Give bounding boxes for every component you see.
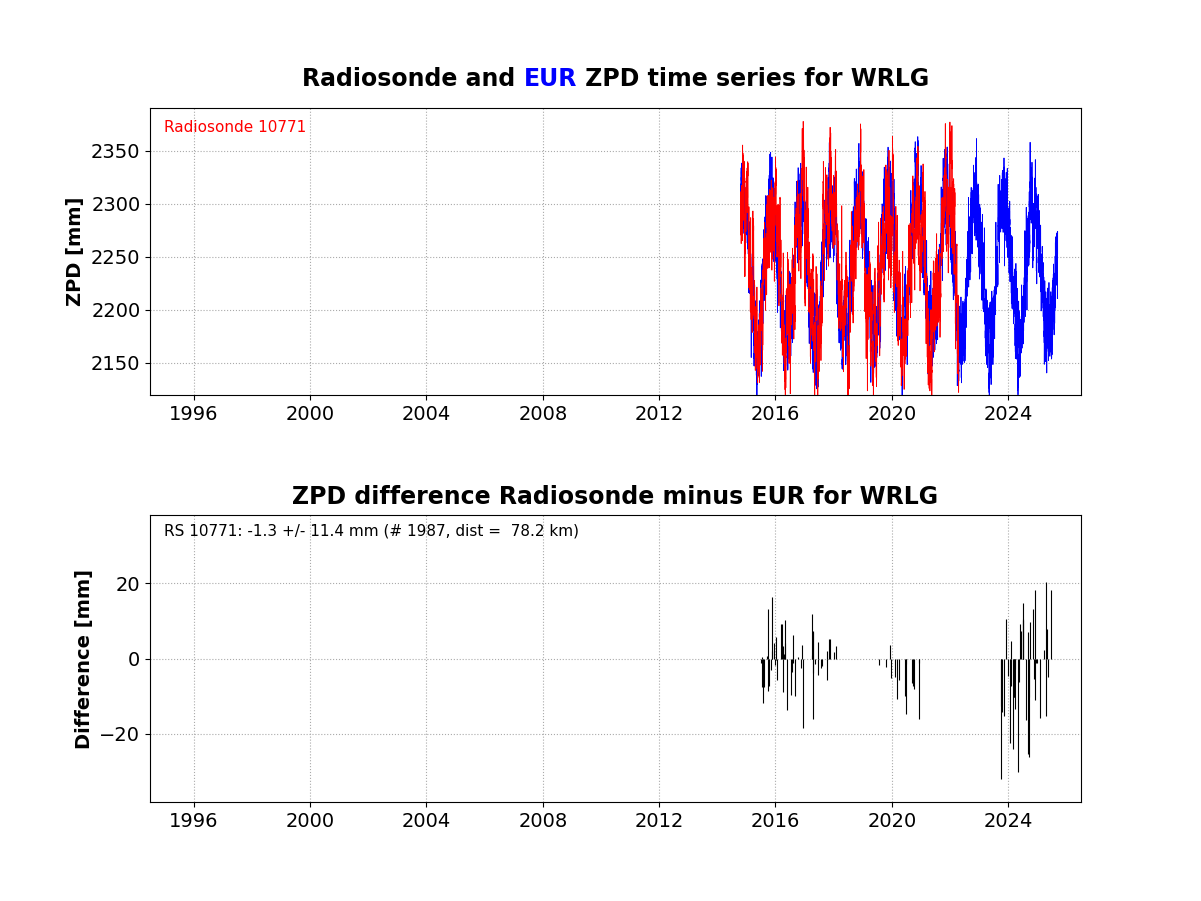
Text: Radiosonde and: Radiosonde and bbox=[301, 67, 524, 91]
Text: Radiosonde 10771: Radiosonde 10771 bbox=[165, 120, 306, 134]
Text: EUR: EUR bbox=[524, 67, 576, 91]
Text: RS 10771: -1.3 +/- 11.4 mm (# 1987, dist =  78.2 km): RS 10771: -1.3 +/- 11.4 mm (# 1987, dist… bbox=[165, 523, 579, 539]
Y-axis label: ZPD [mm]: ZPD [mm] bbox=[66, 196, 85, 306]
Text: ZPD time series for WRLG: ZPD time series for WRLG bbox=[576, 67, 930, 91]
Y-axis label: Difference [mm]: Difference [mm] bbox=[74, 569, 94, 749]
Title: ZPD difference Radiosonde minus EUR for WRLG: ZPD difference Radiosonde minus EUR for … bbox=[293, 485, 938, 509]
